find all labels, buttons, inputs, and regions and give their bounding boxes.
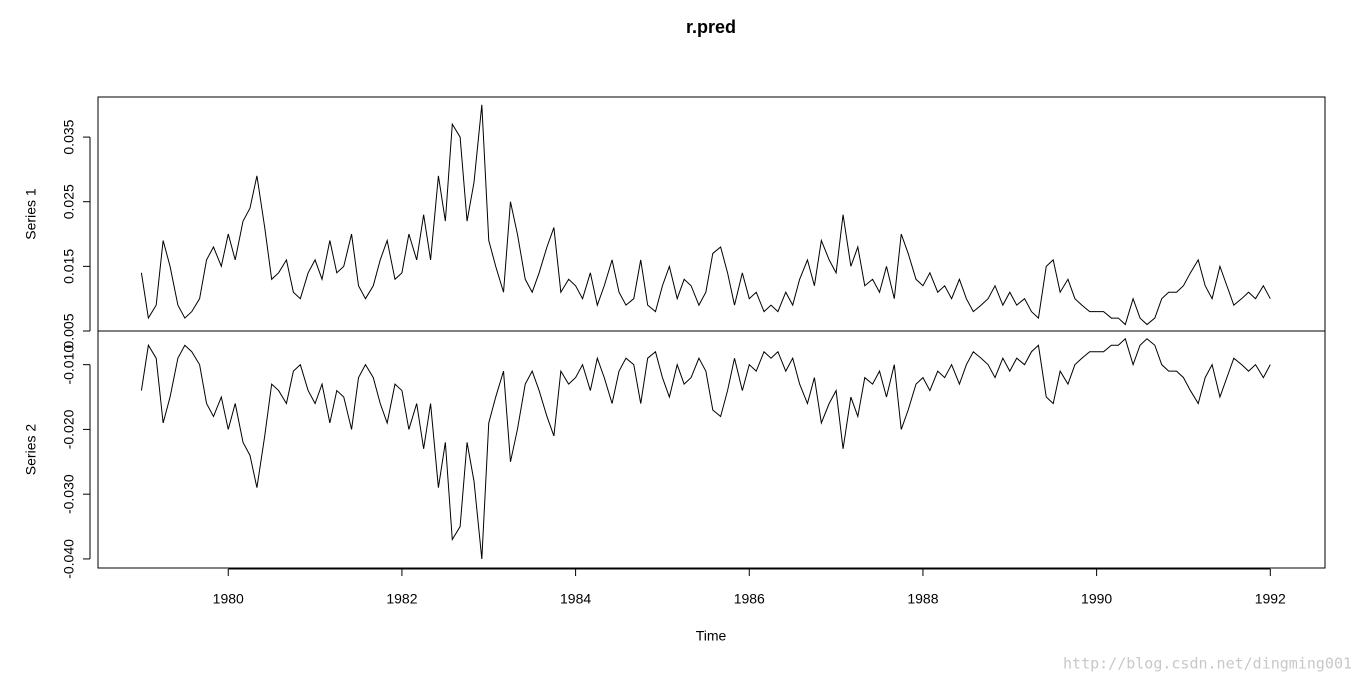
y-tick-label: -0.030 (61, 474, 77, 514)
series-label: Series 1 (23, 188, 39, 240)
x-tick-label: 1988 (907, 591, 938, 607)
x-tick-label: 1982 (386, 591, 417, 607)
panel-frame (97, 330, 1326, 569)
x-tick-label: 1980 (213, 591, 244, 607)
panel-frame (97, 96, 1326, 332)
y-tick-label: 0.015 (61, 249, 77, 284)
series-line (140, 104, 1271, 326)
y-tick-label: -0.010 (61, 345, 77, 385)
y-tick-label: -0.020 (61, 409, 77, 449)
x-tick-label: 1990 (1081, 591, 1112, 607)
x-tick-label: 1986 (734, 591, 765, 607)
y-tick-label: 0.005 (61, 313, 77, 348)
watermark: http://blog.csdn.net/dingming001 (1063, 655, 1352, 673)
y-tick-label: 0.025 (61, 184, 77, 219)
y-tick-label: -0.040 (61, 539, 77, 579)
x-axis-label: Time (696, 628, 727, 644)
series-line (140, 337, 1271, 559)
x-tick-label: 1984 (560, 591, 591, 607)
series-label: Series 2 (23, 424, 39, 476)
y-tick-label: 0.035 (61, 119, 77, 154)
x-tick-label: 1992 (1255, 591, 1286, 607)
chart-title: r.pred (686, 17, 736, 37)
